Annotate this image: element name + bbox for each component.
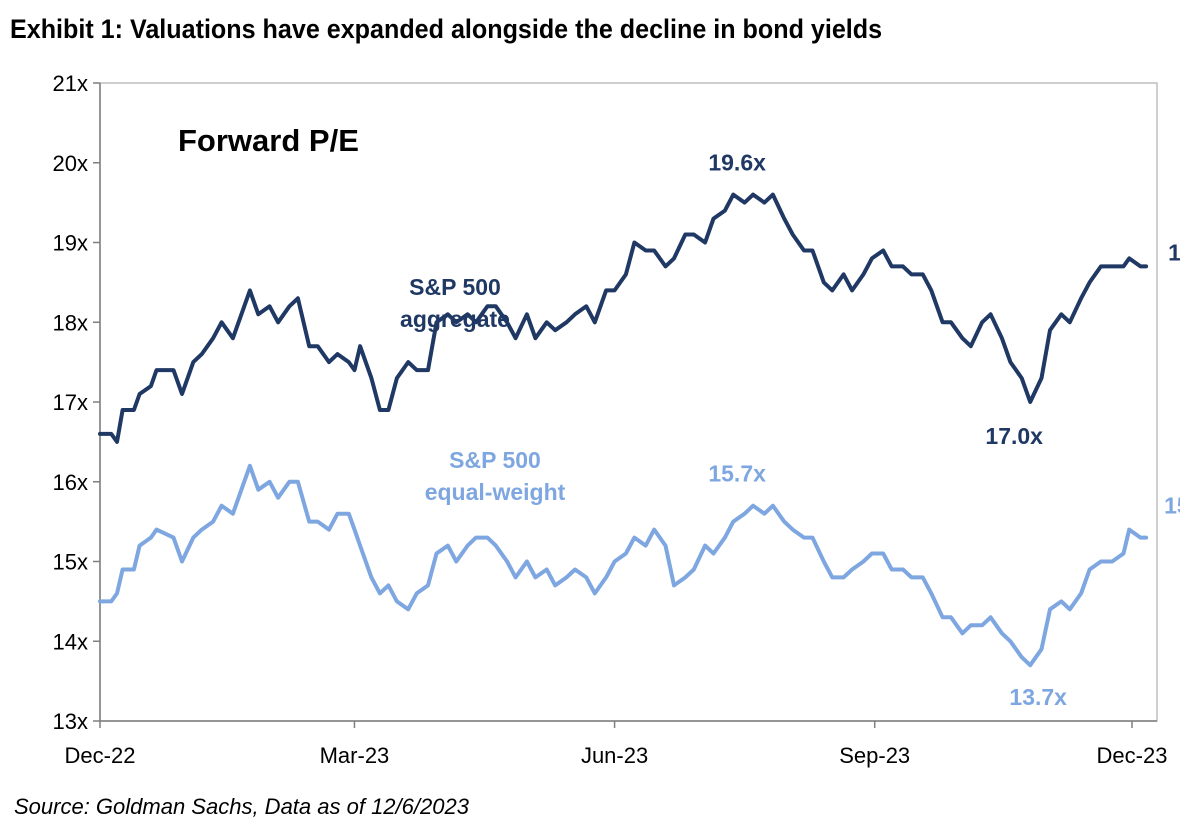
y-tick-label: 14x — [53, 629, 88, 654]
data-label: 15.3x — [1164, 493, 1180, 519]
data-label: 15.7x — [708, 461, 766, 487]
forward-pe-chart: 13x 14x 15x 16x 17x 18x 19x 20x 21x Dec-22 Mar-23… — [53, 71, 1180, 768]
x-tick-label: Dec-23 — [1097, 743, 1168, 768]
series-name-aggregate: S&P 500 aggregate — [400, 274, 510, 332]
x-axis: Dec-22 Mar-23 Jun-23 Sep-23 Dec-23 — [65, 720, 1168, 768]
series-name-line: S&P 500 — [409, 274, 501, 300]
series-names: S&P 500 aggregate S&P 500 equal-weight — [400, 274, 566, 505]
series-name-equal-weight: S&P 500 equal-weight — [425, 447, 566, 505]
page-title: Exhibit 1: Valuations have expanded alon… — [10, 14, 883, 44]
x-tick-label: Sep-23 — [839, 743, 910, 768]
series-name-line: aggregate — [400, 306, 510, 332]
series-line-aggregate — [98, 192, 1149, 444]
source-note: Source: Goldman Sachs, Data as of 12/6/2… — [14, 794, 469, 819]
data-label: 13.7x — [1009, 684, 1067, 710]
chart-inner-title: Forward P/E — [178, 123, 359, 158]
y-tick-label: 13x — [53, 709, 88, 734]
y-axis: 13x 14x 15x 16x 17x 18x 19x 20x 21x — [53, 71, 101, 734]
x-tick-label: Jun-23 — [581, 743, 648, 768]
y-tick-label: 21x — [53, 71, 88, 96]
y-tick-label: 18x — [53, 310, 88, 335]
series-name-line: S&P 500 — [449, 447, 541, 473]
y-tick-label: 20x — [53, 151, 88, 176]
data-label: 18.7x — [1168, 239, 1180, 265]
data-label: 19.6x — [708, 150, 766, 176]
data-label: 17.0x — [985, 423, 1043, 449]
series-group — [98, 192, 1149, 668]
y-tick-label: 17x — [53, 390, 88, 415]
y-tick-label: 15x — [53, 550, 88, 575]
data-labels: 19.6x 17.0x 18.7x 15.7x 13.7x 15.3x — [708, 150, 1180, 711]
y-tick-label: 19x — [53, 231, 88, 256]
plot-area — [99, 82, 1158, 722]
series-name-line: equal-weight — [425, 479, 566, 505]
series-line-equal-weight — [98, 463, 1149, 668]
x-tick-label: Mar-23 — [320, 743, 390, 768]
x-tick-label: Dec-22 — [65, 743, 136, 768]
y-tick-label: 16x — [53, 470, 88, 495]
